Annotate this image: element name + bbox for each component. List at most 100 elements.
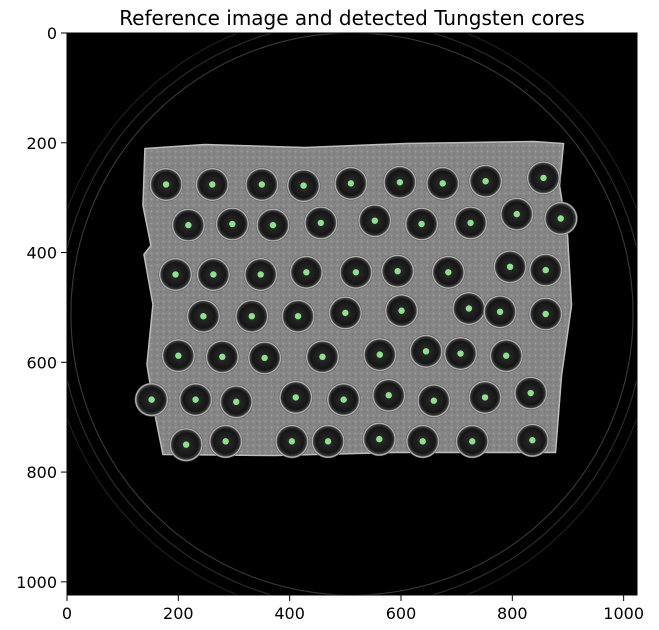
detection-marker xyxy=(502,352,510,359)
detected-core xyxy=(493,249,528,284)
detected-core xyxy=(483,294,518,329)
chart-title: Reference image and detected Tungsten co… xyxy=(119,6,585,30)
detected-core xyxy=(196,257,231,292)
y-tick-label: 0 xyxy=(47,24,57,43)
detected-core xyxy=(244,167,279,202)
detected-core xyxy=(247,340,282,375)
detection-marker xyxy=(210,271,217,278)
detected-core xyxy=(219,384,254,419)
detected-core xyxy=(234,299,269,334)
detected-core xyxy=(171,208,206,243)
x-axis: 0 200 400 600 800 1000 xyxy=(62,595,644,623)
detection-marker xyxy=(292,394,299,401)
detection-marker xyxy=(529,437,536,444)
detection-marker xyxy=(288,438,296,445)
detected-core xyxy=(286,168,321,203)
detected-core xyxy=(195,167,230,202)
detected-core xyxy=(489,338,524,373)
detection-marker xyxy=(445,269,452,276)
y-axis: 0 200 400 600 800 1000 xyxy=(16,24,67,592)
detected-core xyxy=(357,203,392,238)
detection-marker xyxy=(430,397,438,404)
y-tick-label: 200 xyxy=(26,134,57,153)
detected-core xyxy=(405,424,440,459)
detected-core xyxy=(382,165,417,200)
detection-marker xyxy=(192,396,199,403)
detection-marker xyxy=(376,435,383,443)
detected-core xyxy=(243,257,278,292)
detected-core xyxy=(455,424,490,459)
detected-core xyxy=(409,334,444,369)
detection-marker xyxy=(481,394,489,401)
detection-marker xyxy=(371,217,379,224)
detected-core xyxy=(425,166,460,201)
detection-marker xyxy=(162,181,170,188)
detection-marker xyxy=(261,354,268,362)
detection-marker xyxy=(396,179,404,186)
detected-core xyxy=(528,297,563,331)
detected-core xyxy=(186,299,221,334)
detection-marker xyxy=(376,351,384,358)
detected-core xyxy=(404,206,439,241)
detection-marker xyxy=(342,309,349,317)
detection-marker xyxy=(496,308,504,316)
detected-core xyxy=(208,424,243,459)
detected-core xyxy=(338,255,373,290)
y-tick-label: 400 xyxy=(26,244,57,263)
detected-core xyxy=(515,423,550,458)
detected-core xyxy=(528,253,563,288)
detection-marker xyxy=(422,348,430,355)
detected-core xyxy=(311,424,346,459)
detection-marker xyxy=(542,266,549,274)
x-tick-label: 1000 xyxy=(603,604,644,623)
plot-frame xyxy=(66,32,638,596)
plot-area xyxy=(67,33,637,595)
detection-marker xyxy=(175,352,182,359)
detected-core xyxy=(134,382,169,417)
detection-marker xyxy=(233,398,240,406)
detection-marker xyxy=(340,396,347,403)
detected-core xyxy=(543,201,578,236)
x-tick-label: 600 xyxy=(386,604,417,623)
detection-marker xyxy=(347,180,355,187)
detected-core xyxy=(371,378,406,413)
detection-marker xyxy=(269,221,277,229)
detected-core xyxy=(274,424,309,459)
detected-core xyxy=(431,255,466,290)
detected-core xyxy=(384,293,419,328)
detected-core xyxy=(443,336,478,371)
detection-marker xyxy=(465,305,473,312)
y-tick-label: 600 xyxy=(26,353,57,372)
detected-core xyxy=(326,382,361,417)
detection-marker xyxy=(527,389,534,397)
detected-core xyxy=(158,257,193,292)
detection-marker xyxy=(219,353,226,361)
detection-marker xyxy=(200,312,207,320)
detected-core xyxy=(278,380,313,415)
detected-core xyxy=(513,376,548,411)
detected-core xyxy=(499,197,534,232)
detection-marker xyxy=(540,174,547,182)
detection-marker xyxy=(300,182,307,189)
detection-marker xyxy=(439,180,446,187)
detection-marker xyxy=(482,177,489,185)
detected-core xyxy=(526,160,561,195)
detected-core xyxy=(161,338,196,373)
detection-marker xyxy=(317,219,325,227)
x-tick-label: 200 xyxy=(163,604,194,623)
detected-core xyxy=(468,380,503,415)
detection-marker xyxy=(469,438,476,445)
detection-marker xyxy=(248,312,256,320)
detected-core xyxy=(468,164,503,199)
detected-core xyxy=(380,254,415,289)
detection-marker xyxy=(557,215,564,222)
detected-core xyxy=(303,205,338,240)
detection-marker xyxy=(294,312,302,320)
detected-core xyxy=(416,383,451,418)
detected-core xyxy=(328,295,363,330)
detected-core xyxy=(362,337,397,372)
detection-marker xyxy=(303,269,310,276)
detected-core xyxy=(149,167,184,202)
detection-marker xyxy=(319,353,326,361)
